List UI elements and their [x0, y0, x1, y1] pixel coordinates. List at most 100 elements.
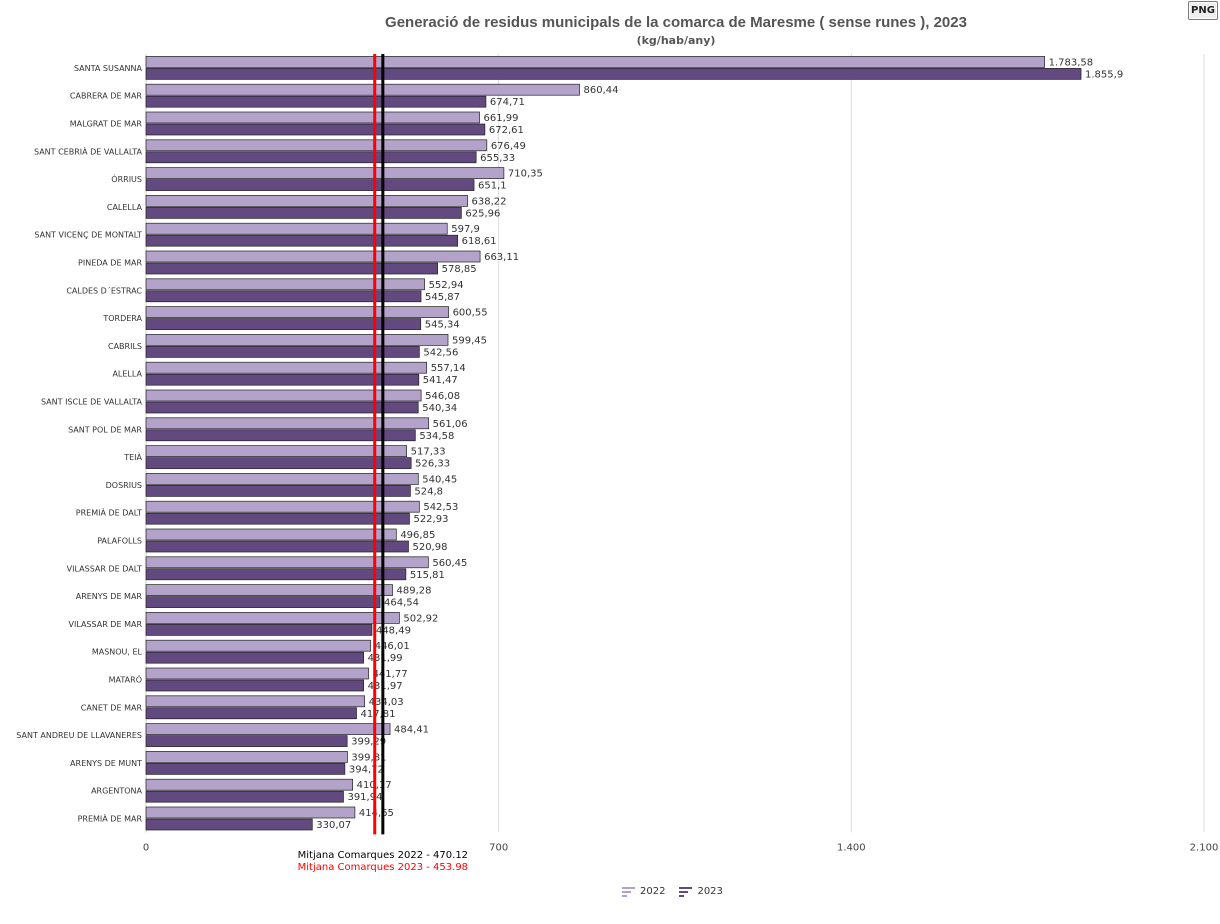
- bar-2023: [145, 790, 344, 803]
- data-label-2023: 618,61: [462, 236, 497, 247]
- bar-2022: [145, 445, 407, 457]
- data-label-2022: 540,45: [422, 474, 457, 485]
- data-label-2022: 399,81: [351, 752, 386, 763]
- bar-2023: [145, 651, 364, 664]
- category-label: ÒRRIUS: [111, 173, 142, 184]
- bar-2022: [145, 695, 366, 708]
- data-label-2022: 663,11: [484, 252, 519, 263]
- bar-2023: [145, 179, 475, 191]
- category-label: SANT ANDREU DE LLAVANERES: [16, 731, 142, 740]
- category-label: PREMIÀ DE DALT: [76, 507, 142, 518]
- bar-2023: [145, 373, 420, 386]
- data-label-2022: 561,06: [433, 419, 468, 430]
- bar-2023: [145, 512, 410, 525]
- chart-subtitle: (kg/hab/any): [636, 34, 716, 47]
- data-label-2022: 860,44: [583, 85, 618, 96]
- category-label: PALAFOLLS: [97, 537, 142, 546]
- bar-2022: [145, 500, 420, 513]
- data-label-2022: 446,01: [375, 641, 410, 652]
- category-label: CABRERA DE MAR: [70, 92, 143, 101]
- data-label-2022: 496,85: [400, 530, 435, 541]
- data-label-2023: 578,85: [442, 264, 477, 275]
- data-label-2023: 520,98: [412, 542, 447, 553]
- data-label-2023: 545,34: [425, 320, 460, 331]
- category-label: CABRILS: [108, 342, 142, 351]
- data-label-2022: 599,45: [452, 335, 487, 346]
- data-label-2023: 651,1: [478, 181, 507, 192]
- category-label: CALDES D´ESTRAC: [66, 285, 142, 295]
- bar-2022: [145, 111, 480, 124]
- data-label-2023: 431,99: [368, 653, 403, 664]
- category-label: MALGRAT DE MAR: [70, 120, 143, 129]
- category-label: SANT POL DE MAR: [68, 425, 142, 434]
- bar-2023: [145, 401, 419, 414]
- bar-chart-plot: 0 700 1.400 2.100 SANTA SUSANNA 1.783,581.855…: [16, 54, 1218, 853]
- bar-2022: [145, 195, 468, 207]
- x-tick-label: 700: [489, 842, 508, 853]
- bar-2022: [145, 222, 448, 235]
- bar-2023: [145, 68, 1082, 80]
- bar-2022: [145, 334, 449, 346]
- data-label-2023: 672,61: [489, 125, 524, 136]
- bar-2023: [145, 95, 487, 108]
- category-label: TORDERA: [102, 314, 142, 323]
- bar-2023: [145, 346, 420, 358]
- category-label: CALELLA: [107, 203, 143, 212]
- data-label-2022: 1.783,58: [1049, 57, 1094, 68]
- category-label: ARENYS DE MAR: [76, 592, 143, 601]
- x-tick-label: 1.400: [837, 842, 866, 853]
- data-label-2023: 391,94: [347, 792, 382, 803]
- bar-2023: [145, 763, 346, 775]
- bar-2023: [145, 624, 373, 636]
- data-label-2023: 540,34: [422, 403, 457, 414]
- data-label-2023: 534,58: [419, 431, 454, 442]
- category-label: PINEDA DE MAR: [78, 259, 142, 268]
- data-label-2022: 489,28: [397, 586, 432, 597]
- category-label: SANT CEBRIÀ DE VALLALTA: [34, 145, 143, 156]
- bar-2022: [145, 83, 580, 96]
- data-label-2023: 524,8: [414, 486, 443, 497]
- bar-2023: [145, 290, 422, 303]
- data-label-2023: 522,93: [413, 514, 448, 525]
- legend-item-2022[interactable]: 2022: [622, 886, 665, 897]
- bar-2022: [145, 806, 356, 819]
- data-label-2023: 448,49: [376, 625, 411, 636]
- data-label-2023: 515,81: [410, 570, 445, 581]
- bar-2023: [145, 207, 462, 219]
- category-label: TEIÀ: [123, 451, 142, 462]
- data-label-2022: 441,77: [373, 669, 408, 680]
- data-label-2022: 597,9: [451, 224, 480, 235]
- category-label: PREMIÀ DE MAR: [78, 813, 143, 824]
- data-label-2023: 674,71: [490, 97, 525, 108]
- data-label-2022: 542,53: [423, 502, 458, 513]
- bar-2022: [145, 639, 372, 652]
- category-label: ARENYS DE MUNT: [70, 759, 142, 768]
- bar-2022: [145, 361, 428, 374]
- data-label-2023: 625,96: [465, 208, 500, 219]
- bar-2023: [145, 151, 477, 164]
- chart-title: Generació de residus municipals de la co…: [385, 14, 967, 31]
- data-label-2023: 541,47: [423, 375, 458, 386]
- png-export-button[interactable]: PNG: [1188, 1, 1218, 20]
- bar-2022: [145, 667, 369, 680]
- bar-2023: [145, 318, 422, 330]
- data-label-2022: 560,45: [432, 558, 467, 569]
- category-label: ALELLA: [112, 370, 142, 379]
- bar-2023: [145, 123, 486, 136]
- data-label-2023: 526,33: [415, 459, 450, 470]
- data-label-2022: 552,94: [429, 280, 464, 291]
- bar-2022: [145, 250, 481, 263]
- category-label: ARGENTONA: [91, 787, 142, 796]
- bar-2023: [145, 568, 407, 581]
- category-label: MASNOU, EL: [92, 648, 143, 657]
- bar-2023: [145, 234, 459, 247]
- data-label-2023: 542,56: [423, 347, 458, 358]
- data-label-2022: 557,14: [431, 363, 466, 374]
- data-label-2022: 434,03: [369, 697, 404, 708]
- bar-2022: [145, 528, 397, 541]
- data-label-2022: 414,65: [359, 808, 394, 819]
- legend-item-2023[interactable]: 2023: [679, 886, 723, 897]
- bar-2023: [145, 735, 348, 747]
- bar-2022: [145, 56, 1045, 68]
- bar-2022: [145, 417, 430, 430]
